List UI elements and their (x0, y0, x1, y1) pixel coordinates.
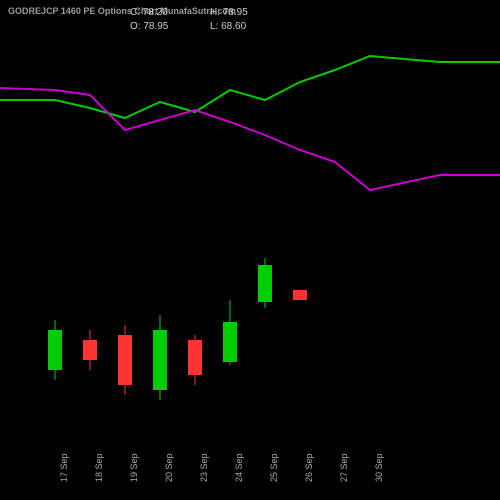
x-axis-label: 27 Sep (339, 453, 349, 482)
x-axis-label: 18 Sep (94, 453, 104, 482)
x-axis-label: 20 Sep (164, 453, 174, 482)
close-label: C: (130, 7, 140, 18)
low-label: L: (210, 21, 218, 32)
x-axis-label: 23 Sep (199, 453, 209, 482)
x-axis-label: 19 Sep (129, 453, 139, 482)
ohlc-block: C: 78.20 H: 78.95 O: 78.95 L: 68.60 (130, 6, 290, 34)
high-label: H: (210, 7, 220, 18)
green-line (0, 56, 500, 118)
low-value: 68.60 (221, 21, 246, 32)
x-axis-label: 26 Sep (304, 453, 314, 482)
x-axis-label: 24 Sep (234, 453, 244, 482)
open-label: O: (130, 21, 141, 32)
chart-area (0, 40, 500, 440)
candle-body (118, 335, 132, 385)
open-value: 78.95 (143, 21, 168, 32)
x-axis-label: 25 Sep (269, 453, 279, 482)
magenta-line (0, 88, 500, 190)
candle-body (83, 340, 97, 360)
candle-body (293, 290, 307, 300)
x-axis-label: 17 Sep (59, 453, 69, 482)
x-axis: 17 Sep 18 Sep 19 Sep 20 Sep 23 Sep 24 Sep 25 S… (0, 440, 500, 500)
close-value: 78.20 (143, 7, 168, 18)
high-value: 78.95 (223, 7, 248, 18)
x-axis-label: 30 Sep (374, 453, 384, 482)
candle-body (188, 340, 202, 375)
candle-body (223, 322, 237, 362)
candle-body (48, 330, 62, 370)
candle-body (153, 330, 167, 390)
candle-body (258, 265, 272, 302)
chart-svg (0, 40, 500, 440)
